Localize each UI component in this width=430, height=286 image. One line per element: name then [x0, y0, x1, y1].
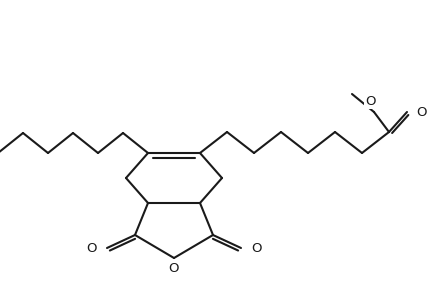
Text: O: O [365, 95, 375, 108]
Text: O: O [86, 241, 97, 255]
Text: O: O [250, 241, 261, 255]
Text: O: O [169, 262, 179, 275]
Text: O: O [415, 106, 426, 118]
